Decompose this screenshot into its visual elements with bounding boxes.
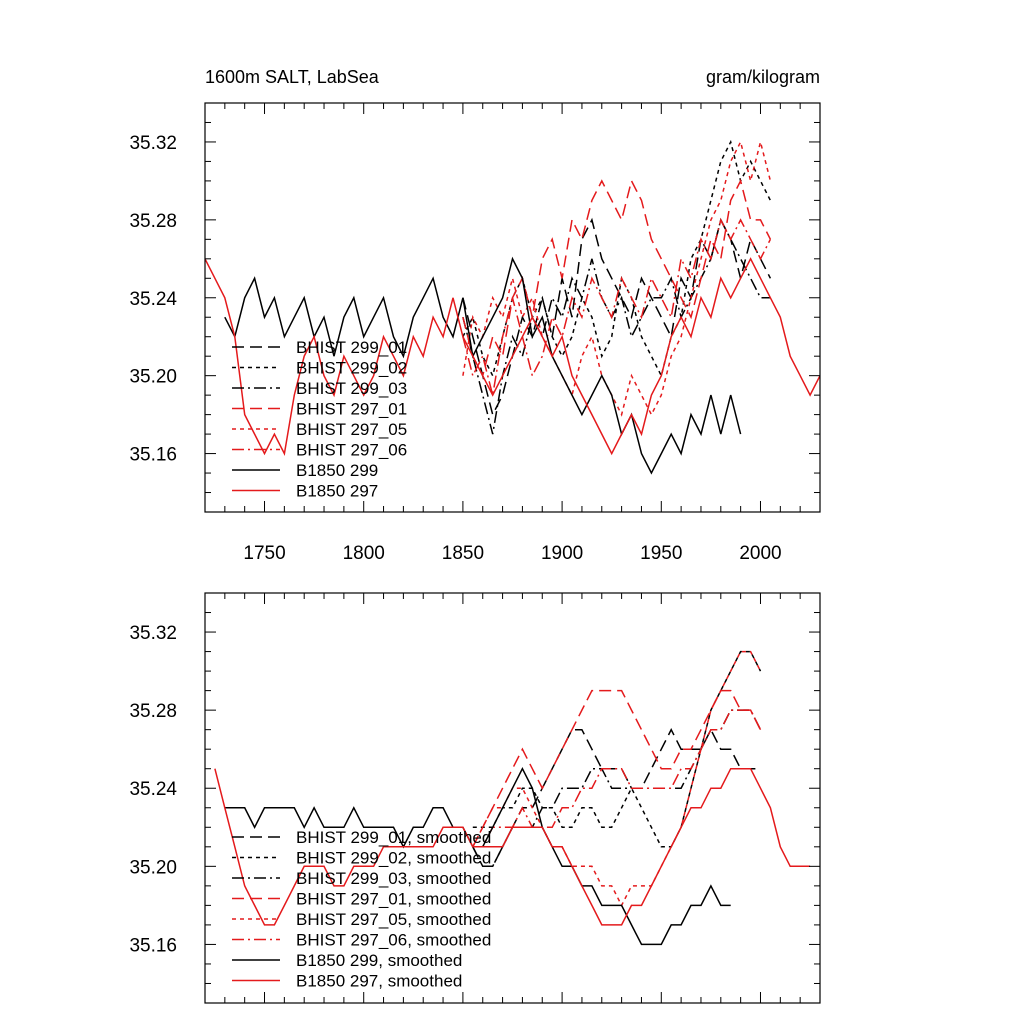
x-tick-label: 1900 — [541, 543, 583, 564]
series-line-4 — [462, 139, 772, 417]
top-panel-units: gram/kilogram — [706, 67, 820, 87]
x-tick-label: 1800 — [343, 543, 385, 564]
series-line-1 — [472, 650, 762, 848]
y-tick-label: 35.24 — [129, 289, 177, 310]
y-tick-label: 35.32 — [129, 133, 177, 154]
series-line-0 — [462, 217, 772, 417]
legend-label-6: B1850 299 — [296, 461, 378, 480]
series-line-0 — [472, 728, 761, 868]
y-tick-label: 35.32 — [129, 623, 177, 644]
legend-label-3: BHIST 297_01 — [296, 400, 407, 419]
legend-label-7: B1850 297, smoothed — [296, 972, 462, 991]
series-line-7 — [214, 767, 811, 926]
legend-label-4: BHIST 297_05, smoothed — [296, 910, 491, 929]
bottom-panel-axes: 35.16 35.20 35.24 35.28 35.32 — [129, 592, 821, 1004]
plot-frame — [204, 592, 821, 1004]
series-line-2 — [462, 217, 771, 435]
series-line-6 — [224, 256, 742, 475]
top-panel-series-lines — [205, 139, 820, 475]
y-tick-label: 35.28 — [129, 701, 177, 722]
series-line-5 — [472, 709, 762, 848]
x-tick-label: 1950 — [640, 543, 682, 564]
series-line-7 — [205, 257, 820, 456]
legend-label-1: BHIST 299_02 — [296, 359, 407, 378]
series-line-1 — [462, 139, 772, 378]
series-line-5 — [462, 217, 772, 396]
legend-label-0: BHIST 299_01, smoothed — [296, 828, 491, 847]
top-panel: 1600m SALT, LabSea gram/kilogram 1750 180… — [129, 67, 821, 564]
y-tick-label: 35.20 — [129, 857, 177, 878]
legend-label-0: BHIST 299_01 — [296, 338, 407, 357]
legend-label-2: BHIST 299_03 — [296, 379, 407, 398]
bottom-panel-legend: BHIST 299_01, smoothed BHIST 299_02, smoo… — [232, 828, 491, 991]
plot-frame — [204, 102, 821, 513]
legend-label-7: B1850 297 — [296, 482, 378, 501]
bottom-panel: 35.16 35.20 35.24 35.28 35.32 BHIST 299_01, … — [129, 592, 821, 1004]
y-tick-label: 35.20 — [129, 367, 177, 388]
x-tick-label: 1850 — [442, 543, 484, 564]
legend-label-5: BHIST 297_06, smoothed — [296, 931, 491, 950]
top-panel-title: 1600m SALT, LabSea — [205, 67, 380, 87]
y-tick-label: 35.16 — [129, 445, 177, 466]
y-tick-label: 35.24 — [129, 779, 177, 800]
y-tick-label: 35.28 — [129, 211, 177, 232]
legend-label-6: B1850 299, smoothed — [296, 951, 462, 970]
series-line-3 — [462, 178, 772, 378]
series-line-4 — [472, 650, 762, 908]
x-tick-label: 1750 — [243, 543, 285, 564]
y-tick-label: 35.16 — [129, 935, 177, 956]
legend-label-4: BHIST 297_05 — [296, 420, 407, 439]
x-tick-label: 2000 — [739, 543, 781, 564]
legend-label-1: BHIST 299_02, smoothed — [296, 849, 491, 868]
bottom-panel-series-lines — [214, 650, 811, 946]
top-panel-axes: 1750 1800 1850 1900 1950 2000 35.16 35.20 35.24 3… — [129, 102, 821, 564]
legend-label-3: BHIST 297_01, smoothed — [296, 890, 491, 909]
legend-label-5: BHIST 297_06 — [296, 441, 407, 460]
legend-label-2: BHIST 299_03, smoothed — [296, 869, 491, 888]
